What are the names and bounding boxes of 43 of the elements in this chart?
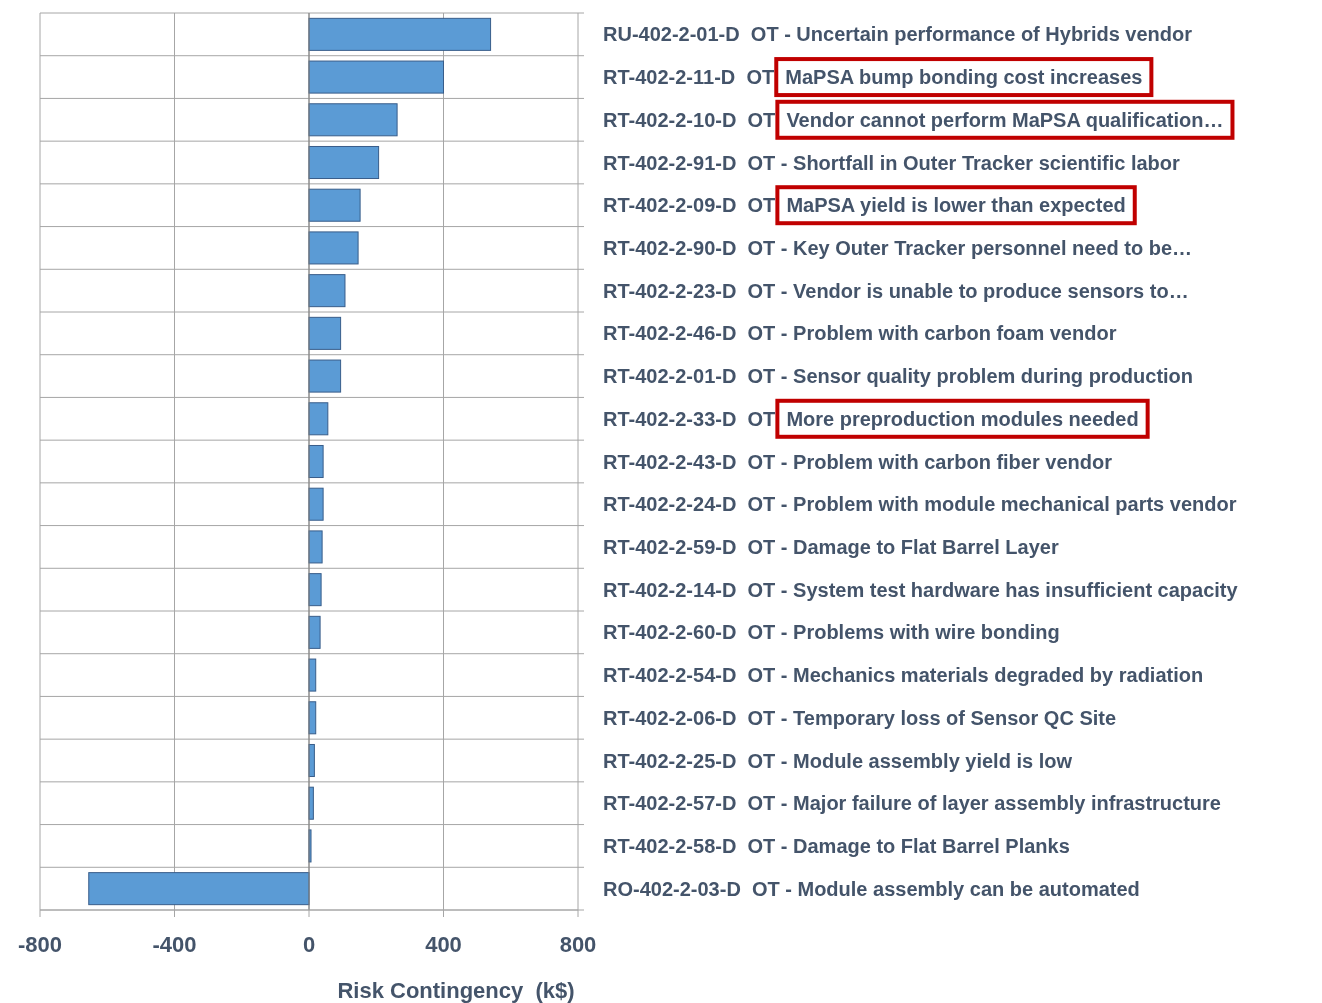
x-tick-label: 400 (425, 932, 462, 957)
y-tick-label: RT-402-2-54-D OT - Mechanics materials degraded by radiation (603, 664, 1204, 687)
bar (308, 231, 359, 265)
y-tick-label: RT-402-2-09-D OT MaPSA yield is lower than expected (603, 194, 1126, 217)
bar (308, 444, 324, 479)
bar (88, 872, 310, 906)
y-tick-label: RT-402-2-23-D OT - Vendor is unable to produce sensors to… (603, 279, 1189, 302)
y-tick-label: RT-402-2-33-D OT More preproduction modules needed (603, 407, 1139, 430)
y-tick-label: RT-402-2-06-D OT - Temporary loss of Sensor QC Site (603, 706, 1117, 729)
bar (308, 60, 444, 94)
bar (308, 188, 361, 222)
y-tick-label: RT-402-2-11-D OT MaPSA bump bonding cost increases (603, 66, 1143, 89)
bar (308, 274, 346, 308)
y-tick-label: RT-402-2-57-D OT - Major failure of layer assembly infrastructure (603, 792, 1221, 815)
y-tick-label: RT-402-2-10-D OT Vendor cannot perform MaPSA qualification… (603, 108, 1224, 131)
bar (308, 359, 342, 393)
bar (308, 530, 323, 564)
y-tick-label: RT-402-2-46-D OT - Problem with carbon foam vendor (603, 322, 1117, 345)
y-tick-label: RT-402-2-59-D OT - Damage to Flat Barrel Layer (603, 535, 1059, 558)
y-tick-label: RT-402-2-14-D OT - System test hardware has insufficient capacity (603, 578, 1239, 601)
x-tick-label: 800 (559, 932, 597, 957)
x-tick-label: -800 (17, 932, 63, 957)
y-tick-label: RO-402-2-03-D OT - Module assembly can be automated (603, 877, 1140, 900)
y-tick-label: RT-402-2-91-D OT - Shortfall in Outer Tracker scientific labor (603, 151, 1181, 174)
x-tick-label: -400 (152, 932, 197, 957)
bar (308, 402, 329, 436)
bar (308, 145, 380, 180)
y-tick-label: RU-402-2-01-D OT - Uncertain performance of Hybrids vendor (603, 23, 1193, 46)
x-tick-label: 0 (302, 932, 316, 957)
bar (308, 615, 321, 649)
bar (308, 487, 324, 521)
y-tick-label: RT-402-2-25-D OT - Module assembly yield is low (603, 749, 1073, 772)
x-axis-title: Risk Contingency (k$) (337, 978, 575, 1003)
y-tick-label: RT-402-2-01-D OT - Sensor quality problem during production (603, 365, 1194, 388)
y-tick-label: RT-402-2-60-D OT - Problems with wire bonding (603, 621, 1060, 644)
bar (308, 103, 398, 137)
y-tick-label: RT-402-2-43-D OT - Problem with carbon fiber vendor (603, 450, 1113, 473)
bar (308, 316, 342, 350)
y-tick-label: RT-402-2-58-D OT - Damage to Flat Barrel Planks (603, 834, 1070, 857)
y-tick-label: RT-402-2-90-D OT - Key Outer Tracker personnel need to be… (603, 236, 1193, 259)
bar (308, 573, 322, 607)
bar (308, 17, 492, 51)
y-tick-label: RT-402-2-24-D OT - Problem with module mechanical parts vendor (603, 493, 1237, 516)
